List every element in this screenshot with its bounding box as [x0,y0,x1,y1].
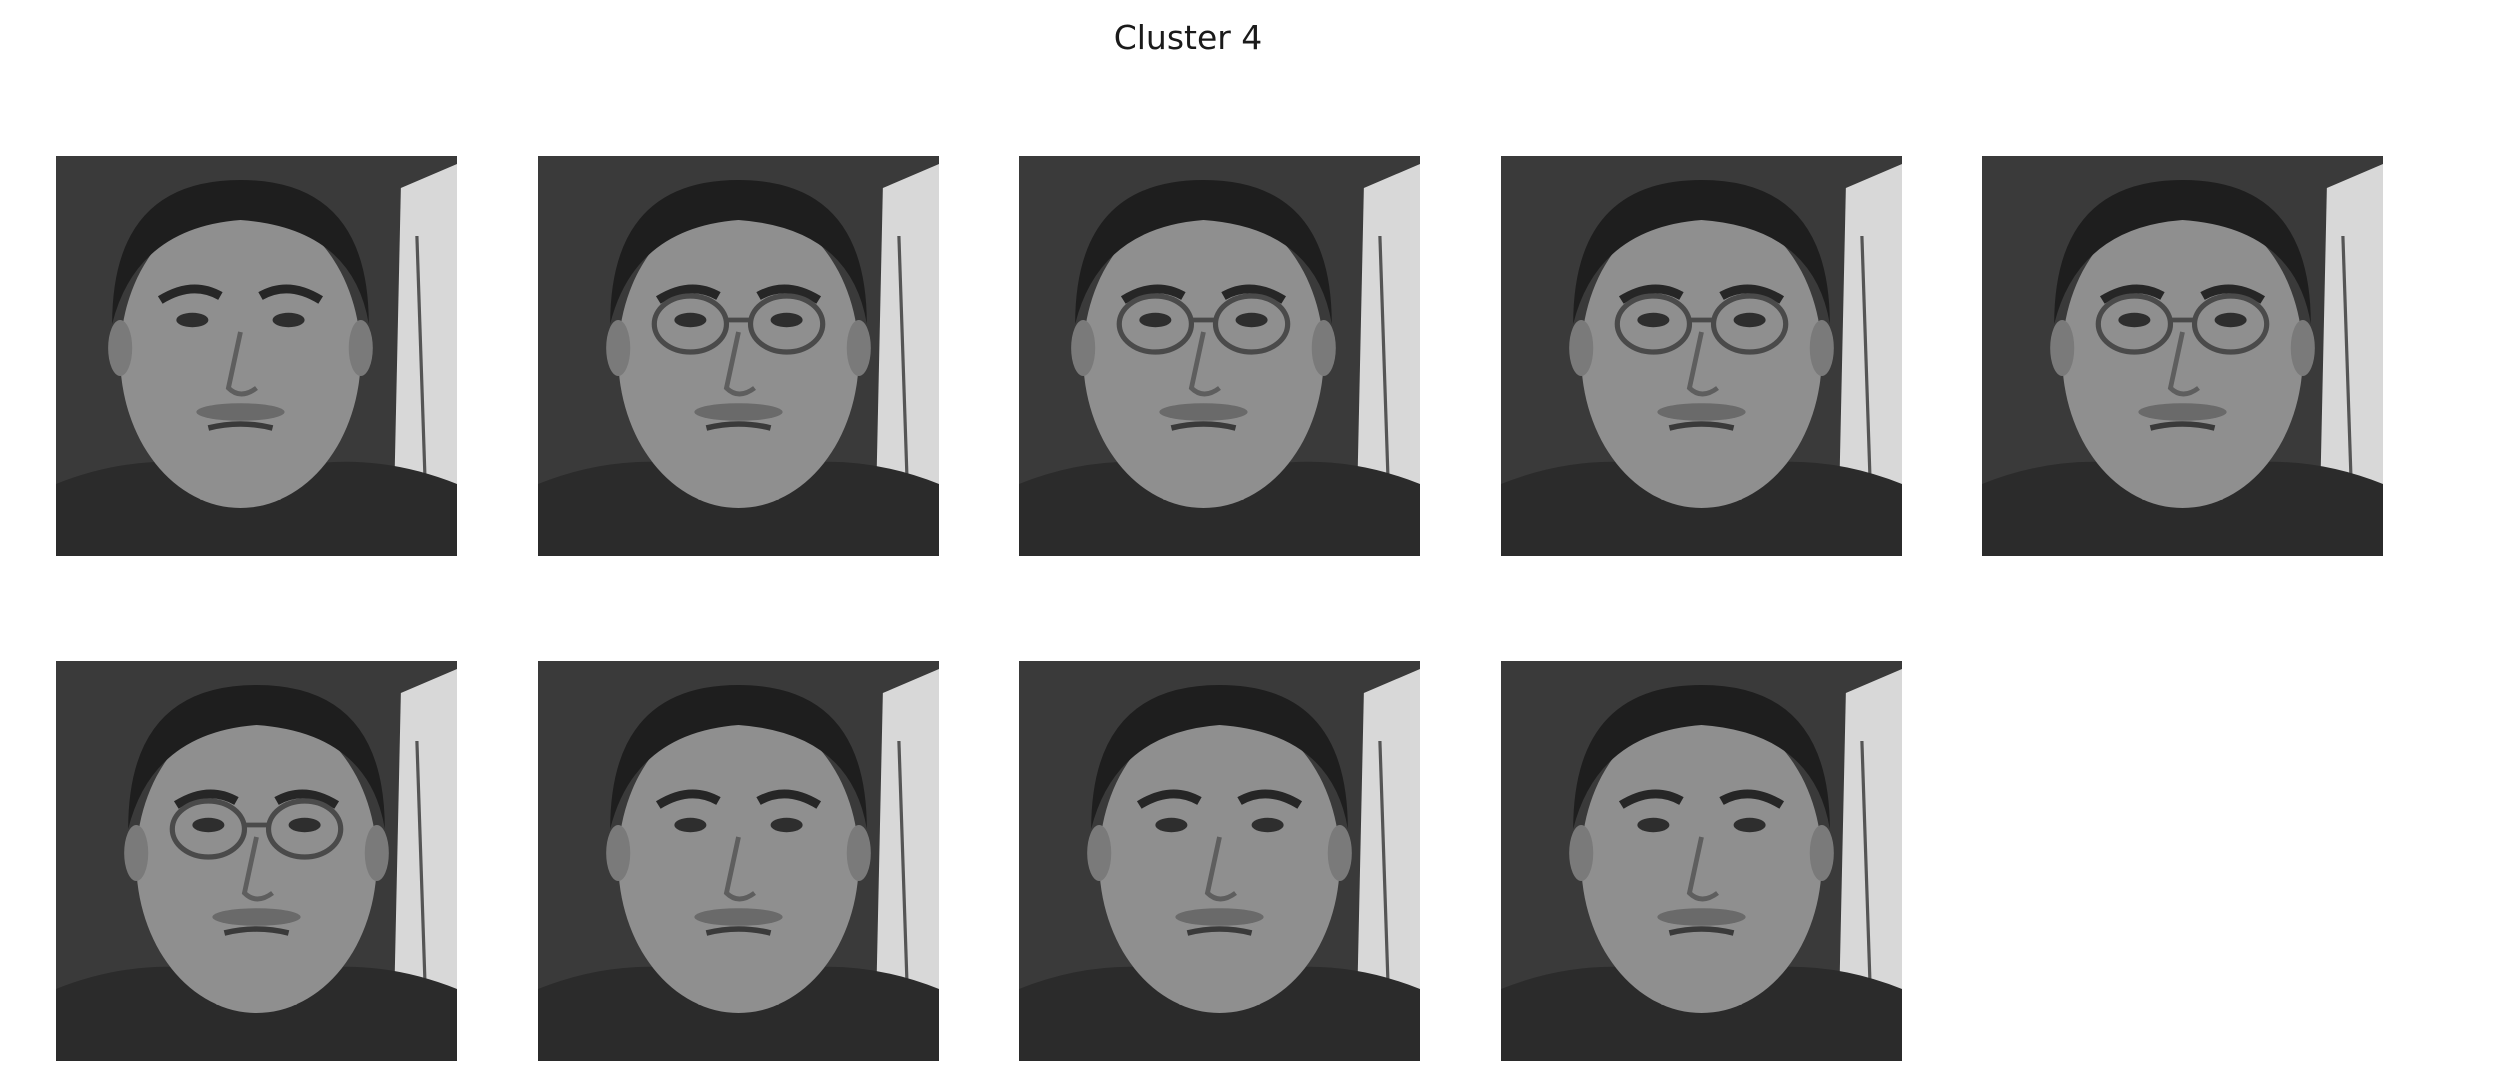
figure-title: Cluster 4 [1113,18,1263,57]
face-image-9 [1501,661,1902,1061]
face-image-7 [538,661,939,1061]
face-image-6 [56,661,457,1061]
face-image-2 [538,156,939,556]
face-image-3 [1019,156,1420,556]
face-image-5 [1982,156,2383,556]
face-image-1 [56,156,457,556]
face-image-4 [1501,156,1902,556]
face-image-8 [1019,661,1420,1061]
